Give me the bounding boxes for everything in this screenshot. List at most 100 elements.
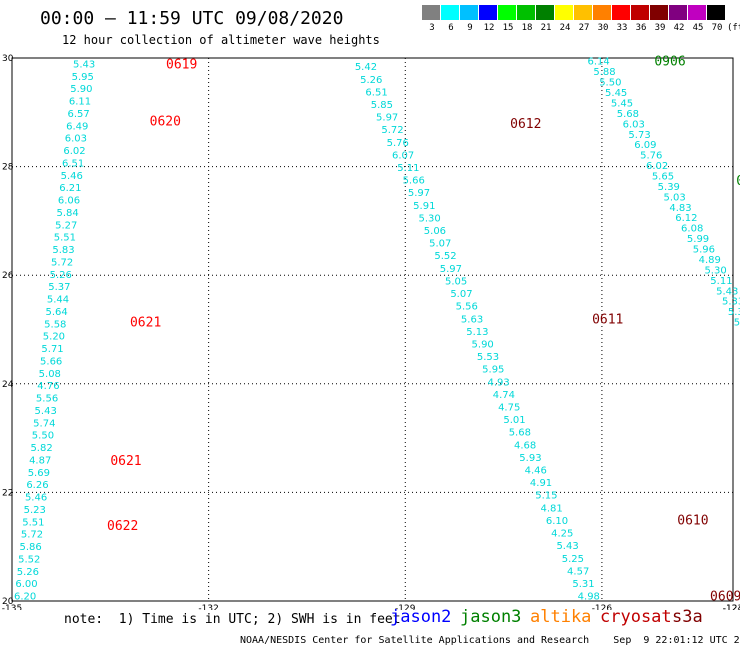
wave-height-value: 5.88 bbox=[593, 67, 615, 78]
wave-height-value: 5.31 bbox=[572, 579, 594, 590]
wave-height-value: 5.27 bbox=[55, 220, 77, 231]
wave-height-value: 4.25 bbox=[551, 529, 573, 540]
pass-time-label: 0622 bbox=[107, 519, 138, 534]
wave-height-plot: -135 -132 -129 -126 -123-124 30 28 26 24 22 20 5.43… bbox=[2, 54, 740, 610]
wave-height-value: 5.72 bbox=[21, 530, 43, 541]
wave-height-value: 4.75 bbox=[498, 402, 520, 413]
wave-height-value: 5.97 bbox=[440, 264, 462, 275]
wave-height-value: 4.76 bbox=[37, 381, 59, 392]
wave-height-value: 6.10 bbox=[546, 516, 568, 527]
wave-height-value: 4.87 bbox=[29, 455, 51, 466]
satellite-legend-jason3: jason3 bbox=[460, 607, 522, 627]
wave-height-value: 6.11 bbox=[69, 97, 91, 108]
chart-subtitle: 12 hour collection of altimeter wave hei… bbox=[62, 33, 380, 47]
wave-height-value: 6.14 bbox=[587, 57, 609, 68]
wave-height-value: 5.42 bbox=[734, 318, 740, 329]
color-scale-swatch bbox=[498, 5, 516, 20]
wave-height-value: 5.90 bbox=[472, 339, 494, 350]
wave-height-value: 5.20 bbox=[43, 332, 65, 343]
chart-title: 00:00 – 11:59 UTC 09/08/2020 bbox=[40, 8, 344, 29]
wave-height-value: 5.56 bbox=[456, 302, 478, 313]
color-scale-label: (ft) bbox=[727, 23, 740, 33]
color-scale-label: 30 bbox=[597, 23, 609, 33]
wave-height-value: 5.08 bbox=[39, 369, 61, 380]
wave-height-value: 5.05 bbox=[445, 276, 467, 287]
wave-height-value: 5.33 bbox=[722, 297, 740, 308]
color-scale-swatch bbox=[479, 5, 497, 20]
wave-height-value: 6.51 bbox=[62, 158, 84, 169]
wave-height-value: 5.50 bbox=[599, 78, 621, 89]
wave-height-value: 5.85 bbox=[371, 100, 393, 111]
wave-height-value: 5.07 bbox=[450, 289, 472, 300]
color-scale-swatch bbox=[517, 5, 535, 20]
wave-height-value: 5.96 bbox=[693, 245, 715, 256]
color-scale-label: 36 bbox=[635, 23, 647, 33]
pass-time-label: 0609 bbox=[710, 590, 740, 605]
wave-height-value: 5.13 bbox=[466, 327, 488, 338]
wave-height-value: 5.50 bbox=[32, 431, 54, 442]
wave-height-value: 5.58 bbox=[44, 319, 66, 330]
y-tick-label: 24 bbox=[2, 380, 14, 390]
wave-height-value: 5.43 bbox=[73, 59, 95, 70]
pass-time-label: 0612 bbox=[510, 117, 541, 132]
wave-height-value: 5.45 bbox=[605, 88, 627, 99]
wave-height-value: 5.74 bbox=[33, 418, 55, 429]
wave-height-value: 5.63 bbox=[461, 314, 483, 325]
pass-time-label: 0611 bbox=[592, 313, 623, 328]
wave-height-value: 5.44 bbox=[47, 295, 69, 306]
wave-height-value: 5.51 bbox=[22, 517, 44, 528]
wave-height-value: 4.91 bbox=[530, 478, 552, 489]
wave-height-value: 6.07 bbox=[392, 150, 414, 161]
wave-height-value: 5.52 bbox=[434, 251, 456, 262]
wave-height-value: 6.03 bbox=[623, 119, 645, 130]
wave-height-value: 5.26 bbox=[50, 270, 72, 281]
wave-height-value: 6.21 bbox=[59, 183, 81, 194]
x-tick-label: -129 bbox=[395, 604, 416, 610]
color-scale-swatch bbox=[593, 5, 611, 20]
pass-time-label: 0621 bbox=[130, 315, 161, 330]
satellite-legend-altika: altika bbox=[530, 607, 592, 627]
pass-time-label: 0621 bbox=[110, 454, 141, 469]
color-scale-swatch bbox=[555, 5, 573, 20]
color-scale-swatch bbox=[441, 5, 459, 20]
wave-height-value: 5.06 bbox=[424, 226, 446, 237]
pass-time-label: 0619 bbox=[166, 57, 197, 72]
wave-height-value: 5.83 bbox=[52, 245, 74, 256]
color-scale-swatch bbox=[612, 5, 630, 20]
color-scale-label: 45 bbox=[692, 23, 704, 33]
color-scale-label: 12 bbox=[483, 23, 495, 33]
wave-height-value: 5.84 bbox=[57, 208, 79, 219]
wave-height-value: 6.02 bbox=[646, 161, 668, 172]
wave-height-value: 5.37 bbox=[48, 282, 70, 293]
color-scale-label: 18 bbox=[521, 23, 533, 33]
y-tick-label: 20 bbox=[2, 597, 14, 607]
wave-height-value: 6.51 bbox=[365, 87, 387, 98]
y-tick-label: 22 bbox=[2, 488, 13, 498]
wave-height-value: 5.15 bbox=[535, 491, 557, 502]
wave-height-value: 5.46 bbox=[25, 493, 47, 504]
wave-height-value: 5.90 bbox=[70, 84, 92, 95]
wave-height-value: 5.91 bbox=[413, 201, 435, 212]
wave-height-value: 4.74 bbox=[493, 390, 515, 401]
wave-height-value: 4.83 bbox=[669, 203, 691, 214]
color-scale-swatch bbox=[574, 5, 592, 20]
wave-height-value: 5.56 bbox=[36, 394, 58, 405]
wave-height-value: 6.20 bbox=[14, 592, 36, 603]
wave-height-value: 5.30 bbox=[704, 265, 726, 276]
wave-height-value: 5.99 bbox=[687, 234, 709, 245]
wave-height-value: 5.95 bbox=[72, 72, 94, 83]
wave-height-value: 6.02 bbox=[63, 146, 85, 157]
wave-height-value: 5.03 bbox=[664, 192, 686, 203]
color-scale-label: 27 bbox=[578, 23, 590, 33]
satellite-legend-s3a: s3a bbox=[672, 607, 703, 627]
color-scale-label: 42 bbox=[673, 23, 685, 33]
x-tick-label: -132 bbox=[198, 604, 218, 610]
color-scale-swatch bbox=[631, 5, 649, 20]
color-scale-label: 6 bbox=[448, 23, 454, 33]
color-scale-swatch bbox=[650, 5, 668, 20]
color-scale-label: 24 bbox=[559, 23, 571, 33]
wave-height-value: 5.25 bbox=[562, 554, 584, 565]
x-tick-label: -126 bbox=[592, 604, 613, 610]
x-tick-label: -124 bbox=[723, 604, 740, 610]
pass-time-label: 0620 bbox=[150, 114, 181, 129]
